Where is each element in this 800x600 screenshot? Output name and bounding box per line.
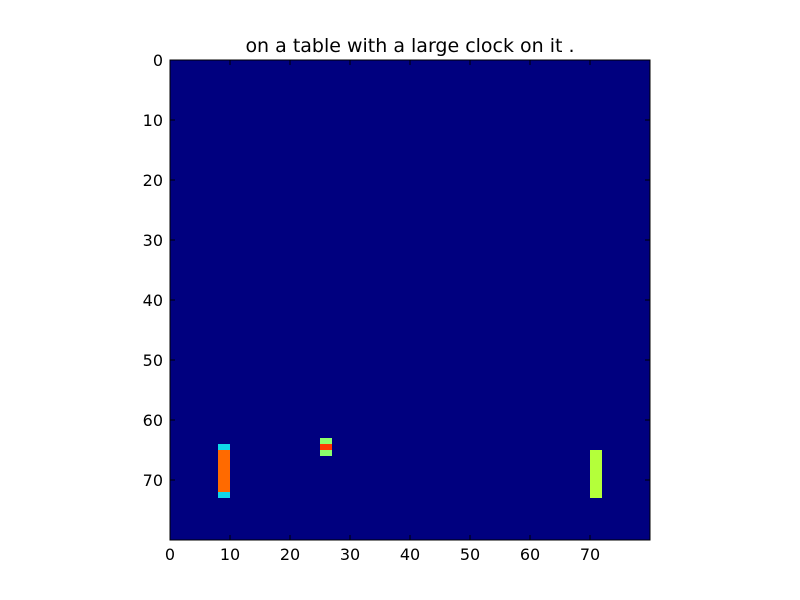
heatmap-cell-2	[218, 492, 230, 498]
x-tick-label: 60	[520, 545, 540, 564]
x-tick-label: 20	[280, 545, 300, 564]
heatmap-cell-4	[320, 444, 332, 450]
y-tick-label: 60	[143, 411, 163, 430]
heatmap-cell-5	[320, 450, 332, 456]
x-tick-label: 10	[220, 545, 240, 564]
y-tick-label: 30	[143, 231, 163, 250]
x-tick-label: 50	[460, 545, 480, 564]
plot-background	[170, 60, 650, 540]
x-tick-label: 0	[165, 545, 175, 564]
heatmap-cell-3	[320, 438, 332, 444]
y-tick-label: 0	[153, 51, 163, 70]
chart-title: on a table with a large clock on it .	[245, 35, 574, 57]
y-tick-label: 50	[143, 351, 163, 370]
heatmap-cells	[218, 438, 602, 498]
y-tick-label: 40	[143, 291, 163, 310]
y-tick-label: 10	[143, 111, 163, 130]
x-tick-label: 70	[580, 545, 600, 564]
heatmap-cell-1	[218, 450, 230, 492]
axis-ticks: 0 10 20 30 40 50 60 70 0 10 20 30 40 50 60 70	[143, 51, 650, 564]
heatmap-cell-0	[218, 444, 230, 450]
x-tick-label: 40	[400, 545, 420, 564]
y-tick-label: 70	[143, 471, 163, 490]
heatmap-cell-6	[590, 450, 602, 498]
y-tick-label: 20	[143, 171, 163, 190]
x-tick-label: 30	[340, 545, 360, 564]
